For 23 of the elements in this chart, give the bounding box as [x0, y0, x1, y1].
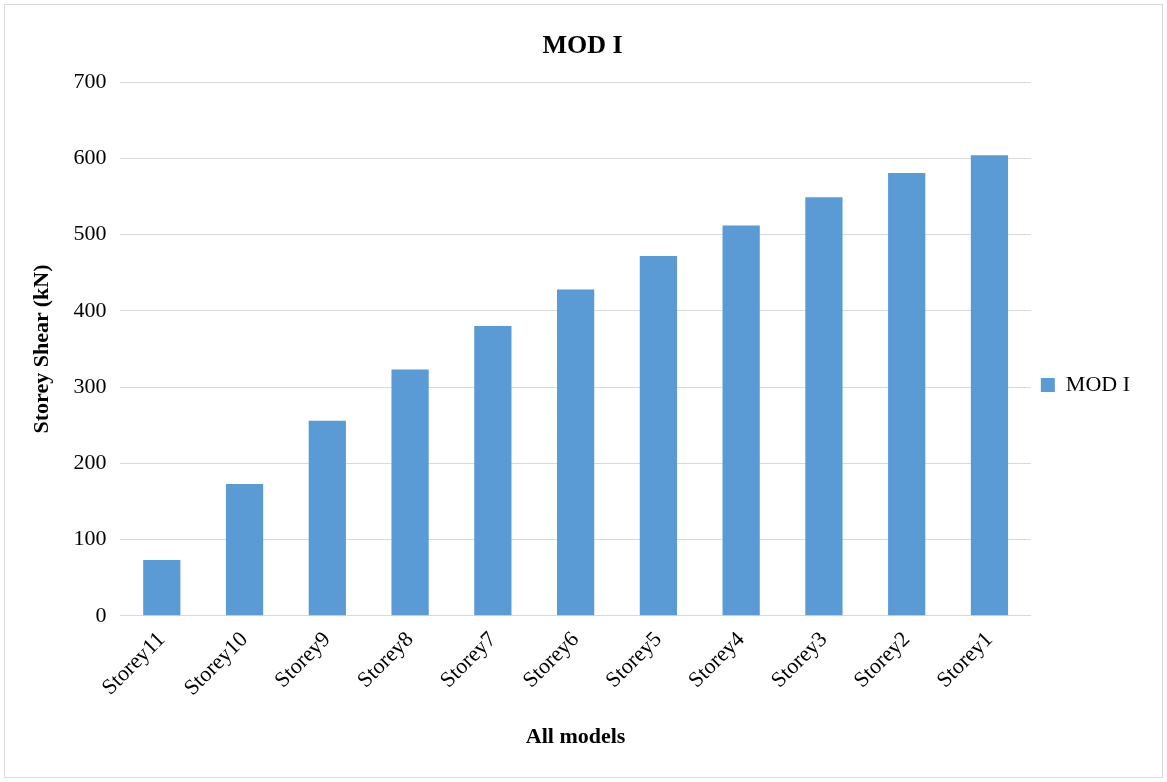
- bar: [888, 172, 926, 616]
- bar: [722, 225, 760, 616]
- y-axis-title: Storey Shear (kN): [27, 264, 53, 434]
- y-tick-label: 200: [73, 449, 107, 475]
- bar: [225, 483, 264, 616]
- bar: [639, 255, 678, 616]
- bar: [308, 420, 346, 616]
- x-axis-title: All models: [525, 723, 626, 749]
- y-tick-label: 500: [73, 220, 107, 246]
- bar: [391, 369, 429, 616]
- bar: [970, 155, 1009, 616]
- y-tick-label: 600: [73, 144, 107, 170]
- y-tick-label: 100: [73, 525, 107, 551]
- y-tick-label: 0: [95, 601, 107, 627]
- bar: [143, 560, 181, 616]
- legend-label: MOD I: [1065, 370, 1131, 396]
- y-tick-label: 400: [73, 296, 107, 322]
- chart-title: MOD I: [542, 30, 623, 60]
- bar: [557, 289, 595, 616]
- y-tick-label: 700: [73, 67, 107, 93]
- bar: [474, 326, 512, 616]
- y-tick-label: 300: [73, 372, 107, 398]
- bar: [805, 197, 843, 616]
